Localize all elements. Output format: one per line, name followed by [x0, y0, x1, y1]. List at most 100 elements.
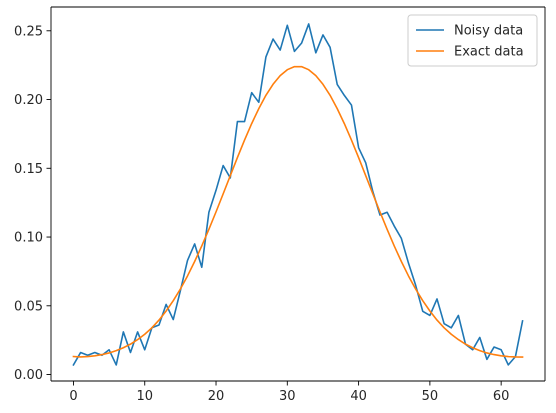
data-point [272, 83, 274, 85]
data-point [137, 331, 139, 333]
data-point [493, 346, 495, 348]
data-point [187, 275, 189, 277]
data-point [429, 310, 431, 312]
data-point [187, 260, 189, 262]
data-point [336, 108, 338, 110]
series-line-exact-data [72, 65, 524, 358]
data-point [73, 356, 75, 358]
x-tick-label: 0 [69, 389, 77, 404]
data-point [479, 337, 481, 339]
data-point [365, 175, 367, 177]
data-point [450, 327, 452, 329]
data-point [130, 343, 132, 345]
data-point [108, 352, 110, 354]
data-point [522, 320, 524, 322]
data-point [279, 49, 281, 51]
data-point [522, 356, 524, 358]
data-point [500, 355, 502, 357]
data-point [507, 364, 509, 366]
axes-layer: 0 10 20 30 40 50 60 0.00 0.05 0.10 0.15 0.20 0.25 [14, 6, 546, 404]
legend-label-noisy-data: Noisy data [454, 24, 523, 39]
data-point [408, 275, 410, 277]
data-point [165, 304, 167, 306]
data-point [237, 157, 239, 159]
data-point [344, 123, 346, 125]
data-point [87, 356, 89, 358]
data-point [415, 284, 417, 286]
x-tick-label: 60 [493, 389, 510, 404]
data-point [251, 92, 253, 94]
data-point [436, 298, 438, 300]
data-point [73, 364, 75, 366]
data-point [336, 84, 338, 86]
data-point [301, 66, 303, 68]
data-point [315, 52, 317, 54]
data-point [443, 323, 445, 325]
data-point [172, 300, 174, 302]
data-point [201, 245, 203, 247]
data-point [258, 108, 260, 110]
data-point [401, 238, 403, 240]
y-tick-label: 0.20 [14, 93, 43, 108]
plot-area [51, 7, 545, 381]
x-tick-label: 20 [208, 389, 225, 404]
y-tick-label: 0.25 [14, 24, 43, 39]
data-point [301, 42, 303, 44]
data-point [237, 121, 239, 123]
data-point [443, 327, 445, 329]
data-point [322, 83, 324, 85]
x-tick-label: 10 [136, 389, 153, 404]
data-point [450, 333, 452, 335]
data-point [115, 350, 117, 352]
data-point [144, 333, 146, 335]
data-point [208, 211, 210, 213]
data-point [151, 327, 153, 329]
data-point [422, 310, 424, 312]
data-point [265, 56, 267, 58]
data-point [215, 189, 217, 191]
data-point [222, 193, 224, 195]
data-point [294, 51, 296, 53]
data-point [344, 95, 346, 97]
data-point [158, 319, 160, 321]
data-point [180, 288, 182, 290]
data-point [365, 162, 367, 164]
data-point [137, 339, 139, 341]
y-tick-label: 0.10 [14, 231, 43, 246]
y-tick-label: 0.00 [14, 368, 43, 383]
data-point [272, 38, 274, 40]
data-point [80, 356, 82, 358]
data-point [244, 139, 246, 141]
data-point [258, 101, 260, 103]
data-point [308, 23, 310, 25]
data-point [215, 211, 217, 213]
data-point [386, 211, 388, 213]
data-point [515, 356, 517, 358]
data-point [94, 355, 96, 357]
data-point [287, 69, 289, 71]
data-point [294, 66, 296, 68]
data-point [472, 347, 474, 349]
data-point [493, 354, 495, 356]
data-point [415, 288, 417, 290]
data-point [329, 94, 331, 96]
data-point [393, 225, 395, 227]
data-point [486, 359, 488, 361]
data-point [358, 157, 360, 159]
plot-background [51, 7, 545, 381]
data-point [194, 243, 196, 245]
data-point [372, 193, 374, 195]
data-point [507, 356, 509, 358]
data-point [144, 349, 146, 351]
data-point [436, 319, 438, 321]
series-line-noisy-data [72, 23, 524, 367]
data-point [108, 349, 110, 351]
y-tick-label: 0.05 [14, 299, 43, 314]
data-point [358, 147, 360, 149]
x-tick-label: 30 [279, 389, 296, 404]
data-point [244, 121, 246, 123]
data-point [208, 229, 210, 231]
legend-label-exact-data: Exact data [454, 45, 524, 60]
